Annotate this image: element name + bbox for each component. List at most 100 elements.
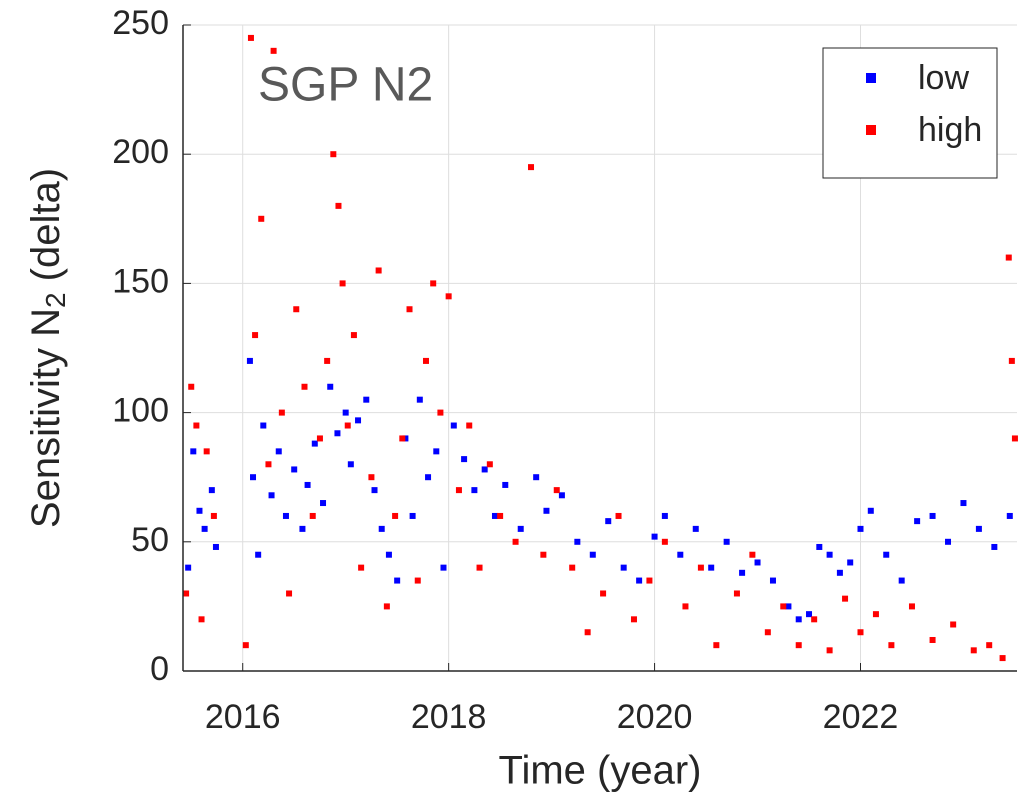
- point: [320, 500, 327, 507]
- point: [437, 409, 444, 416]
- point: [497, 512, 504, 519]
- point: [335, 202, 342, 209]
- point: [193, 422, 200, 429]
- legend-label: low: [918, 59, 969, 97]
- y-label-rest: (delta): [24, 168, 68, 293]
- point: [950, 621, 957, 628]
- point: [334, 430, 341, 437]
- point: [574, 538, 581, 545]
- x-tick-label: 2022: [823, 698, 899, 736]
- point: [422, 357, 429, 364]
- point: [636, 577, 643, 584]
- point: [409, 512, 416, 519]
- point: [455, 487, 462, 494]
- point: [883, 551, 890, 558]
- x-axis-label: Time (year): [499, 749, 702, 793]
- point: [260, 422, 267, 429]
- point: [268, 492, 275, 499]
- point: [210, 512, 217, 519]
- point: [416, 396, 423, 403]
- point: [754, 559, 761, 566]
- point: [651, 533, 658, 540]
- point: [589, 551, 596, 558]
- point: [471, 487, 478, 494]
- point: [425, 474, 432, 481]
- point: [299, 525, 306, 532]
- point: [344, 422, 351, 429]
- point: [203, 448, 210, 455]
- point: [739, 569, 746, 576]
- point: [368, 474, 375, 481]
- point: [584, 629, 591, 636]
- y-axis-label: Sensitivity N2 (delta): [24, 168, 72, 528]
- point: [533, 474, 540, 481]
- point: [502, 481, 509, 488]
- point: [569, 564, 576, 571]
- point: [394, 577, 401, 584]
- point: [466, 422, 473, 429]
- point: [392, 512, 399, 519]
- point: [960, 500, 967, 507]
- point: [785, 603, 792, 610]
- point: [615, 512, 622, 519]
- point: [528, 164, 535, 171]
- chart-title: SGP N2: [258, 59, 433, 112]
- point: [301, 383, 308, 390]
- y-label-sub: 2: [40, 292, 71, 308]
- point: [553, 487, 560, 494]
- legend-box: [822, 47, 998, 179]
- point: [888, 642, 895, 649]
- point: [769, 577, 776, 584]
- legend-label: high: [918, 111, 982, 149]
- point: [908, 603, 915, 610]
- x-tick-label: 2020: [617, 698, 693, 736]
- point: [461, 456, 468, 463]
- point: [733, 590, 740, 597]
- point: [857, 629, 864, 636]
- point: [970, 647, 977, 654]
- point: [558, 492, 565, 499]
- point: [242, 642, 249, 649]
- point: [309, 512, 316, 519]
- point: [630, 616, 637, 623]
- point: [316, 435, 323, 442]
- point: [247, 34, 254, 41]
- point: [347, 461, 354, 468]
- y-label-main: Sensitivity N: [24, 308, 68, 528]
- y-tick-label: 50: [131, 521, 169, 559]
- legend-marker: [866, 73, 876, 83]
- point: [486, 461, 493, 468]
- point: [795, 616, 802, 623]
- point: [620, 564, 627, 571]
- y-tick-label: 100: [112, 392, 169, 430]
- point: [293, 306, 300, 313]
- point: [806, 611, 813, 618]
- point: [350, 332, 357, 339]
- point: [723, 538, 730, 545]
- point: [440, 564, 447, 571]
- point: [278, 409, 285, 416]
- point: [836, 569, 843, 576]
- point: [383, 603, 390, 610]
- point: [991, 543, 998, 550]
- point: [445, 293, 452, 300]
- point: [512, 538, 519, 545]
- y-tick-label: 250: [112, 4, 169, 42]
- point: [749, 551, 756, 558]
- point: [342, 409, 349, 416]
- point: [250, 474, 257, 481]
- point: [661, 512, 668, 519]
- point: [1005, 254, 1012, 261]
- point: [252, 332, 259, 339]
- point: [355, 417, 362, 424]
- point: [661, 538, 668, 545]
- point: [385, 551, 392, 558]
- point: [476, 564, 483, 571]
- point: [414, 577, 421, 584]
- point: [914, 518, 921, 525]
- point: [929, 512, 936, 519]
- point: [188, 383, 195, 390]
- legend-marker: [866, 125, 876, 135]
- point: [375, 267, 382, 274]
